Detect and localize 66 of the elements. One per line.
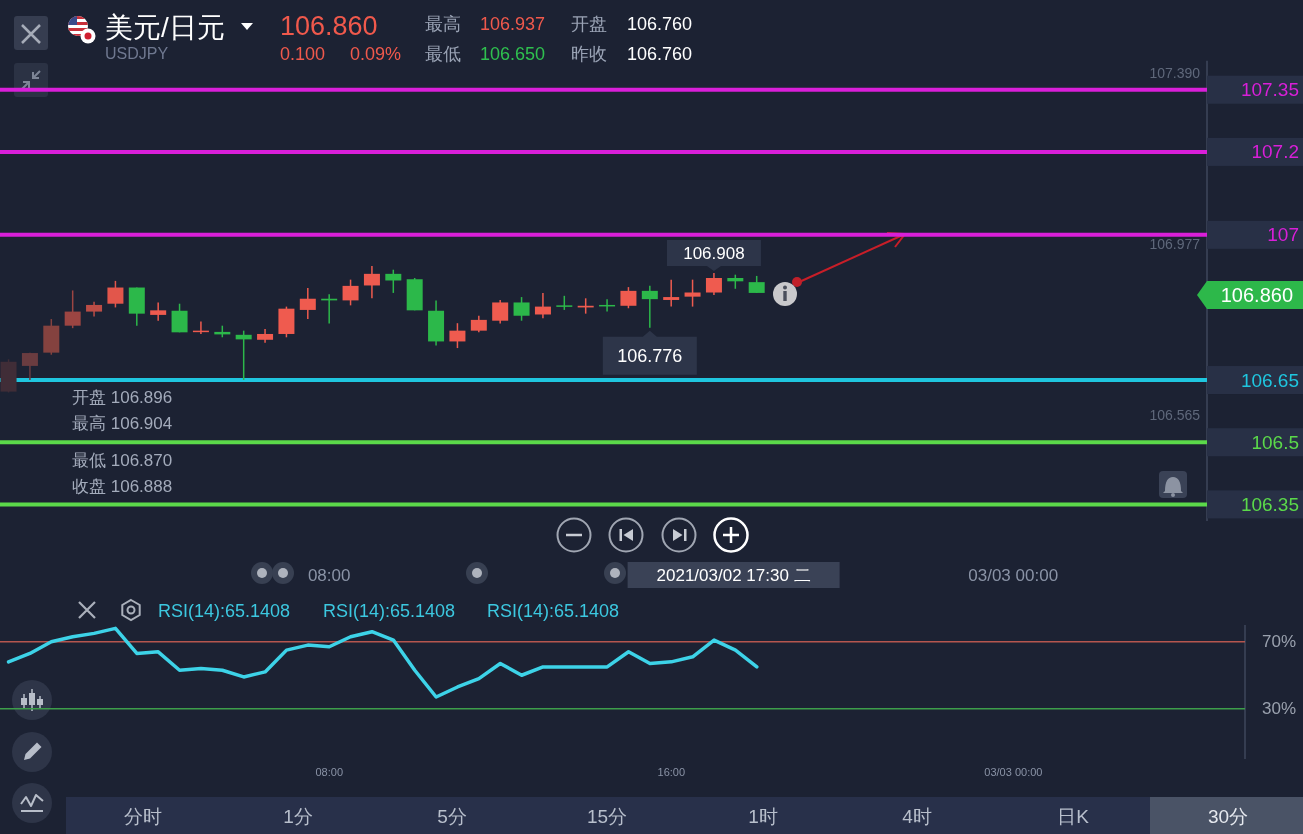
text: 最高 [425,14,461,34]
text: 开盘 [571,14,607,34]
ref-line-label: 107.2 [1251,141,1299,163]
annotation: 106.760 [627,44,693,64]
text: 106.937 [480,14,546,34]
x-tick-label: 08:00 [315,766,344,778]
y-tick-label: 30% [1261,699,1296,719]
candlestick [449,322,466,349]
ref-line-label: 106.65 [1240,369,1299,391]
text: 106.860 [280,11,378,41]
candlestick [150,301,167,322]
text: 2021/03/02 17:30 二 [656,565,811,585]
text: 5分 [437,805,467,827]
text: 日K [1057,805,1090,827]
text: RSI(14):65.1408 [158,601,291,621]
text: 分时 [124,805,162,827]
annotation: 106.776 [617,345,683,366]
annotation: 0.100 [280,44,326,64]
text: 106.760 [627,14,693,34]
y-tick-label: 107.390 [1149,65,1201,82]
y-tick-label: 70% [1261,632,1296,652]
text: 30分 [1207,805,1249,827]
annotation: 最低 [425,44,461,64]
candlestick [171,302,188,334]
candlestick [705,272,722,296]
annotation: 开盘 106.896 [72,387,173,407]
text: 4时 [902,805,932,827]
x-tick-label: 16:00 [657,766,686,778]
candlestick [64,289,81,329]
annotation: 106.650 [480,44,546,64]
text: RSI(14):65.1408 [487,601,620,621]
y-tick-label: 106.977 [1149,236,1201,253]
ref-line-label: 106.35 [1240,493,1299,515]
candlestick [299,287,316,320]
candlestick [21,351,38,381]
text: RSI(14):65.1408 [323,601,456,621]
ref-line-label: 107.35 [1240,79,1299,101]
line-series [6,626,759,699]
candlestick [107,280,124,309]
annotation: 0.09% [350,44,402,64]
annotation: 106.908 [683,243,745,263]
annotation: 最低 106.870 [72,450,173,470]
y-tick-label: 106.565 [1149,407,1201,424]
candlestick [342,278,359,307]
x-tick-label: 08:00 [307,565,351,585]
chart-subtitle: USDJPY [105,44,169,62]
candlestick [385,268,402,294]
candlestick [492,299,509,325]
candlestick [620,286,637,310]
annotation: 昨收 [571,44,607,64]
candlestick [513,296,530,322]
text: 1时 [748,805,778,827]
annotation: 最高 106.904 [72,413,173,433]
candlestick [363,265,380,300]
x-tick-label: 03/03 00:00 [968,565,1059,585]
text: 15分 [586,805,628,827]
candlestick [663,278,680,308]
candlestick [684,278,701,308]
text: 106.860 [1220,284,1293,306]
chart-title: 美元/日元 [105,11,225,43]
x-tick-label: 03/03 00:00 [984,766,1043,778]
candlestick [641,285,658,329]
text: 1分 [283,805,313,827]
ref-line-label: 106.5 [1251,431,1299,453]
ref-line-label: 107 [1267,224,1299,246]
annotation: 收盘 106.888 [72,476,173,496]
